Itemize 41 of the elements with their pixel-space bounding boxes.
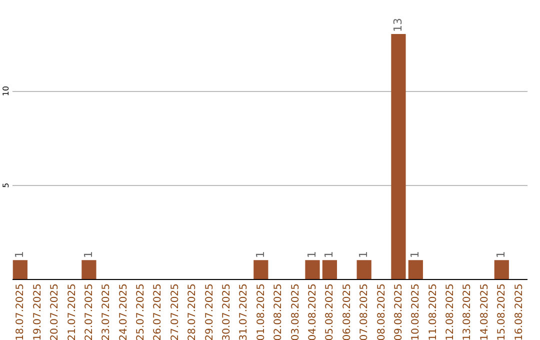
x-tick-label: 31.07.2025 xyxy=(238,284,250,340)
data-label: 1 xyxy=(82,251,95,258)
x-tick-label: 12.08.2025 xyxy=(445,284,456,340)
x-tick-label: 10.08.2025 xyxy=(410,284,422,340)
x-tick-label: 05.08.2025 xyxy=(324,284,336,340)
data-label: 1 xyxy=(254,251,267,258)
x-tick-label: 01.08.2025 xyxy=(256,284,267,340)
x-tick-label: 28.07.2025 xyxy=(187,284,198,340)
x-tick-label: 25.07.2025 xyxy=(136,284,147,340)
x-tick-label: 03.08.2025 xyxy=(290,284,302,340)
x-tick-label: 27.07.2025 xyxy=(170,284,181,340)
x-tick-label: 13.08.2025 xyxy=(462,284,474,340)
x-tick-label: 20.07.2025 xyxy=(50,284,61,340)
x-tick-label: 14.08.2025 xyxy=(479,284,490,340)
x-tick-label: 26.07.2025 xyxy=(152,284,164,340)
x-tick-label: 06.08.2025 xyxy=(342,284,353,340)
data-label: 1 xyxy=(408,251,422,258)
x-tick-label: 19.07.2025 xyxy=(32,284,44,340)
data-label: 13 xyxy=(391,18,404,32)
x-tick-label: 29.07.2025 xyxy=(204,284,216,340)
x-tick-label: 21.07.2025 xyxy=(66,284,78,340)
x-tick-label: 02.08.2025 xyxy=(273,284,284,340)
x-tick-label: 15.08.2025 xyxy=(496,284,508,340)
x-tick-label: 18.07.2025 xyxy=(15,284,26,340)
x-tick-label: 07.08.2025 xyxy=(359,284,370,340)
data-label: 1 xyxy=(305,251,318,258)
x-tick-label: 04.08.2025 xyxy=(307,284,318,340)
y-tick-label: 10 xyxy=(2,86,10,96)
x-tick-label: 24.07.2025 xyxy=(118,284,130,340)
x-tick-label: 09.08.2025 xyxy=(393,284,404,340)
x-tick-label: 23.07.2025 xyxy=(101,284,112,340)
data-label: 1 xyxy=(357,251,370,258)
x-tick-label: 08.08.2025 xyxy=(376,284,388,340)
x-tick-label: 22.07.2025 xyxy=(84,284,95,340)
data-label: 1 xyxy=(494,251,508,258)
x-tick-label: 11.08.2025 xyxy=(428,284,439,340)
x-tick-label: 30.07.2025 xyxy=(222,284,233,340)
x-tick-label: 16.08.2025 xyxy=(514,284,525,340)
y-tick-label: 5 xyxy=(2,182,10,188)
data-label: 1 xyxy=(13,251,26,258)
data-label: 1 xyxy=(322,251,336,258)
